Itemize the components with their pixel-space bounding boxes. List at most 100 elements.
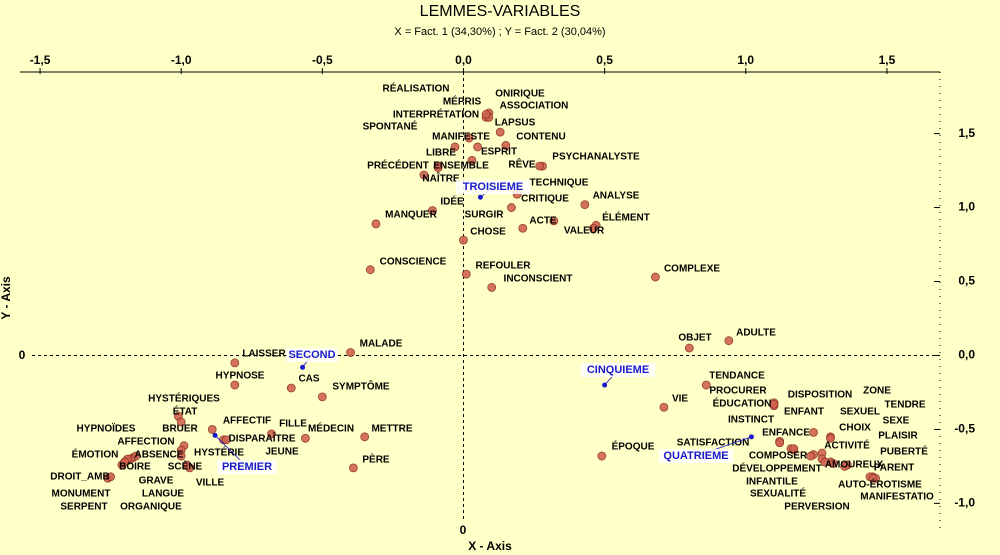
point-label: VILLE (196, 478, 225, 489)
point-label: ORGANIQUE (120, 502, 182, 513)
point-label: IDÉE (440, 195, 464, 208)
point (459, 235, 468, 245)
y-tick-label: -1,0 (954, 496, 975, 510)
point (365, 265, 375, 275)
point-label: SYMPTÔME (332, 380, 390, 393)
x-axis-label: X - Axis (468, 539, 512, 553)
y-tick-label: 1,0 (958, 200, 975, 214)
point-label: GRAVE (139, 476, 174, 487)
point (348, 463, 358, 473)
point (450, 142, 460, 152)
group-label-box (217, 460, 277, 474)
point-label: ADULTE (736, 328, 776, 339)
point-label: ÉTAT (173, 405, 198, 418)
point-label: MANIFESTATIO (860, 492, 934, 503)
point-label: LAISSER (242, 349, 286, 360)
group-label: PREMIER (222, 461, 272, 473)
point-label: RÉALISATION (382, 82, 449, 95)
point-label: LIBRE (426, 148, 456, 159)
point (828, 459, 838, 468)
point-label: AFFECTION (117, 437, 174, 448)
point-label: ESPRIT (481, 147, 517, 158)
point-label: ENFANT (784, 407, 824, 418)
x-tick-label: 1,0 (737, 53, 754, 67)
point (701, 380, 711, 390)
group-label-box (658, 449, 734, 463)
point-label: ÉDUCATION (713, 397, 772, 410)
point-label: SEXUEL (840, 407, 880, 418)
point-label: ONIRIQUE (495, 89, 545, 100)
point (840, 461, 849, 471)
point (230, 380, 240, 390)
point (535, 161, 545, 171)
point (176, 451, 186, 461)
point-label: HYPNOSE (216, 371, 265, 382)
point-label: AMOUREUX (825, 460, 884, 471)
point-label: ANALYSE (593, 191, 640, 202)
point-label: PRÉCÉDENT (367, 159, 429, 172)
point-label: HYSTÉRIE (194, 446, 244, 459)
y-zero-label: 0 (19, 348, 26, 362)
point (428, 206, 437, 215)
x-tick-label: 0,5 (596, 53, 613, 67)
point (651, 272, 660, 282)
point (207, 425, 217, 434)
point-label: PLAISIR (878, 431, 918, 442)
point-label: PSYCHANALYSTE (552, 152, 640, 163)
point (501, 141, 511, 150)
point-label: INCONSCIENT (504, 274, 573, 285)
group-point (748, 434, 754, 440)
point-label: HYSTÉRIQUES (148, 392, 220, 405)
point-label: SURGIR (465, 210, 505, 221)
point-label: ENFANCE (762, 428, 810, 439)
point-label: TENDRE (884, 400, 925, 411)
point-label: ZONE (863, 386, 891, 397)
point-label: LAPSUS (495, 118, 536, 129)
point-label: ÉMOTION (72, 448, 119, 461)
point-label: NAÎTRE (422, 172, 460, 185)
point (549, 216, 559, 226)
point-label: CAS (298, 374, 319, 385)
point-label: MÉDECIN (308, 422, 354, 435)
point (433, 163, 443, 173)
point-label: SPONTANÉ (363, 120, 418, 133)
point (775, 438, 785, 448)
point (464, 133, 474, 143)
point-label: AFFECTIF (223, 416, 271, 427)
point-label: OBJET (678, 333, 711, 344)
point-label: ABSENCE (135, 450, 184, 461)
point-label: PÈRE (362, 453, 390, 466)
point-label: FILLE (279, 419, 307, 430)
point-label: MALADE (360, 339, 403, 350)
point-label: REFOULER (476, 261, 532, 272)
point (221, 435, 231, 445)
point-label: AUTO-ÉROTISME (838, 478, 922, 491)
group-label: CINQUIEME (587, 364, 649, 376)
point-label: SEXUALITÉ (750, 487, 806, 500)
point (518, 223, 528, 233)
x-tick-label: -1,5 (30, 53, 51, 67)
point-label: INFANTILE (746, 477, 798, 488)
group-label-box (580, 363, 656, 377)
point-label: CRITIQUE (521, 194, 569, 205)
point-label: CHOSE (470, 227, 506, 238)
point (346, 348, 355, 357)
point (868, 473, 878, 483)
y-tick-label: 0,5 (958, 274, 975, 288)
point-label: PUBERTÉ (880, 445, 928, 458)
point-label: TENDANCE (709, 371, 765, 382)
point (106, 472, 116, 482)
group-point (602, 382, 608, 388)
point-label: COMPOSER (749, 451, 808, 462)
group-label: TROISIEME (463, 181, 524, 193)
point (724, 336, 734, 346)
point-label: ÉLÉMENT (602, 211, 650, 224)
point-label: ÉPOQUE (612, 440, 655, 453)
point (267, 429, 276, 439)
point-label: BRUER (162, 424, 198, 435)
point-label: PERVERSION (784, 502, 849, 513)
point-label: VALEUR (564, 226, 605, 237)
point-label: SEXE (883, 416, 910, 427)
point (481, 109, 491, 119)
point (806, 451, 816, 461)
